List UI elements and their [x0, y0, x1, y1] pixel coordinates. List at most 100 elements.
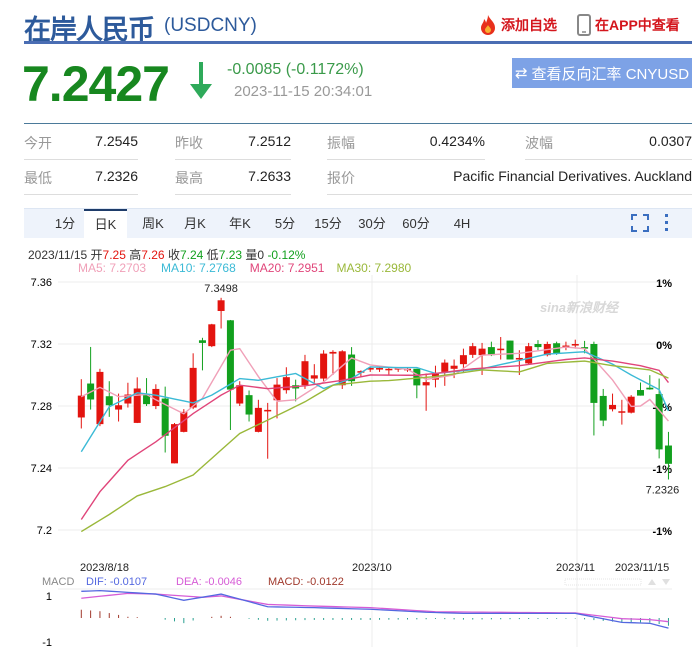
info-low-label: 低 [206, 248, 219, 262]
candle-body [301, 361, 309, 386]
kline-chart[interactable]: 7.361%7.320%7.28-1%7.24-1%7.2-1%sina新浪财经… [0, 270, 698, 647]
flame-icon [481, 15, 495, 35]
x-tick: 2023/8/18 [80, 562, 129, 574]
candle-body [487, 347, 495, 356]
candle-body [133, 388, 141, 423]
candle-body [385, 368, 393, 371]
pct-tick: 0% [656, 340, 672, 352]
y-tick: 7.32 [31, 339, 52, 351]
candle-info: 2023/11/15 开7.25 高7.26 收7.24 低7.23 量0 -0… [28, 246, 305, 263]
info-close: 7.24 [179, 248, 204, 262]
candle-body [320, 353, 328, 379]
info-pct: -0.12% [267, 248, 306, 262]
candle-body [637, 390, 644, 396]
candle-body [161, 398, 169, 436]
candle-body [562, 345, 570, 348]
tab-7[interactable]: 30分 [358, 216, 386, 231]
candle-body [143, 394, 151, 405]
quote-timestamp: 2023-11-15 20:34:01 [234, 83, 373, 100]
fullscreen-icon[interactable] [631, 214, 649, 237]
ma-legend-item: MA10: 7.2768 [161, 261, 236, 275]
dif-line [81, 589, 669, 629]
candle-body [198, 340, 206, 343]
x-tick: 2023/11/15 [615, 562, 669, 574]
watermark-logo: sina新浪财经 [540, 300, 620, 315]
candle-body [422, 382, 430, 386]
range-scroll-bar[interactable] [564, 578, 642, 586]
candle-body [506, 340, 514, 360]
info-close-label: 收 [167, 248, 180, 262]
page-title: 在岸人民币 [24, 15, 155, 46]
arrow-down-icon [190, 62, 212, 99]
candle-body [497, 348, 505, 351]
info-open: 7.25 [102, 248, 126, 262]
candle-body [236, 385, 244, 404]
candle-body [478, 348, 486, 356]
reverse-rate-label: 查看反向汇率 CNYUSD [531, 65, 690, 83]
candle-body [646, 387, 654, 390]
tab-3[interactable]: 月K [184, 216, 206, 231]
candle-body [77, 395, 85, 418]
candle-body [310, 375, 318, 379]
tab-2[interactable]: 周K [142, 216, 164, 231]
min-price-label: 7.2326 [646, 484, 680, 496]
ma-line-ma5 [80, 346, 669, 422]
reverse-rate-button[interactable]: ⇄ 查看反向汇率 CNYUSD [512, 58, 692, 88]
tab-6[interactable]: 15分 [314, 216, 342, 231]
y-tick: 7.24 [31, 463, 52, 475]
stat-value: 7.2512 [248, 133, 291, 149]
candle-body [273, 384, 281, 401]
stat-label: 报价 [327, 170, 355, 186]
x-tick: 2023/10 [352, 562, 392, 574]
stat-value: 7.2326 [95, 168, 138, 184]
candle-body [515, 357, 523, 360]
y-tick: 7.2 [37, 525, 52, 537]
more-options-icon[interactable] [664, 213, 670, 238]
candle-body [469, 346, 477, 355]
scroll-up-icon[interactable] [648, 579, 656, 585]
candle-body [124, 394, 132, 404]
tab-4[interactable]: 年K [229, 216, 251, 231]
add-watchlist-button[interactable]: 添加自选 [478, 14, 557, 36]
tab-0[interactable]: 1分 [54, 216, 76, 231]
candle-body [329, 351, 337, 354]
candle-body [664, 445, 672, 464]
candle-body [655, 394, 663, 450]
candle-body [96, 371, 104, 425]
candle-body [450, 365, 458, 369]
candle-body [245, 395, 253, 415]
current-price: 7.2427 [22, 56, 170, 112]
view-in-app-button[interactable]: 在APP中查看 [576, 14, 680, 36]
ma-line-ma10 [80, 351, 670, 453]
symbol-code: (USDCNY) [164, 15, 257, 36]
stat-value: 7.2633 [248, 168, 291, 184]
stat-label: 振幅 [327, 135, 355, 151]
candle-body [338, 351, 346, 386]
macd-y-tick: -1 [42, 637, 52, 647]
candle-body [348, 354, 356, 382]
info-vol: 0 [257, 248, 265, 262]
add-watchlist-label: 添加自选 [501, 17, 557, 33]
info-open-label: 开 [90, 248, 103, 262]
candle-body [618, 411, 626, 413]
tab-5[interactable]: 5分 [274, 216, 296, 231]
max-price-label: 7.3498 [204, 283, 238, 295]
ma-legend: MA5: 7.2703 MA10: 7.2768 MA20: 7.2951 MA30:… [78, 261, 411, 275]
stat-value: 7.2545 [95, 133, 138, 149]
macd-legend-label: MACD [42, 576, 74, 588]
tab-8[interactable]: 60分 [402, 216, 430, 231]
tab-9[interactable]: 4H [453, 216, 471, 231]
candle-body [282, 377, 290, 391]
stat-underline [175, 159, 291, 160]
tab-1[interactable]: 日K [84, 209, 127, 238]
candle-body [441, 362, 449, 372]
stats-divider [24, 123, 692, 124]
candle-body [180, 411, 188, 432]
info-vol-label: 量 [245, 248, 258, 262]
info-high: 7.26 [141, 248, 165, 262]
stat-underline [175, 194, 291, 195]
candle-body [254, 407, 262, 432]
ma-line-ma20 [80, 357, 670, 520]
scroll-down-icon[interactable] [662, 579, 670, 585]
period-tabs: 1分 日K 周K 月K 年K 5分 15分 30分 60分 4H [24, 208, 692, 238]
